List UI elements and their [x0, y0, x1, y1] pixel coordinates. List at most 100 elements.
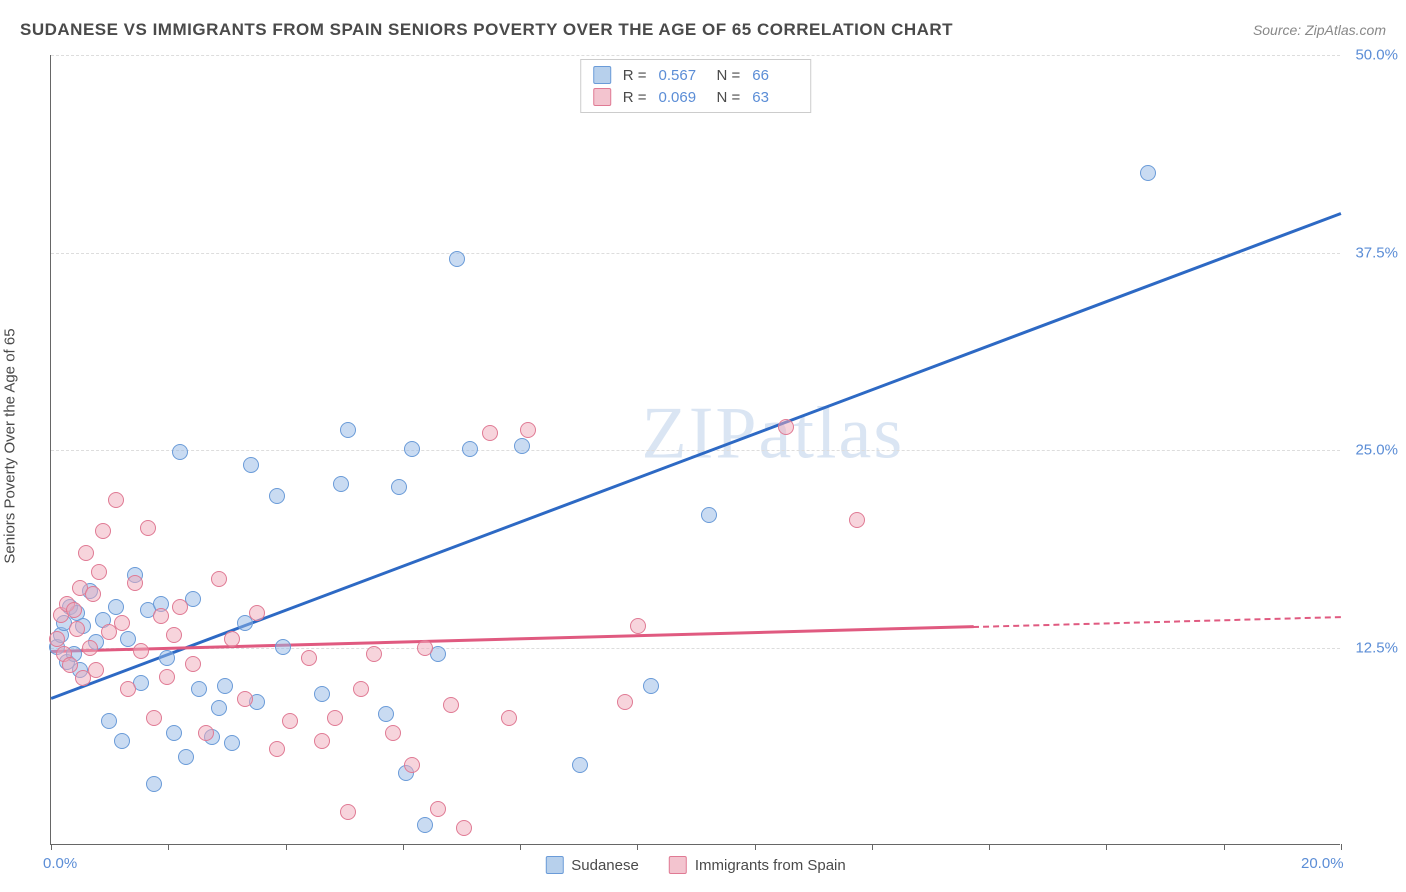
legend-label: Sudanese [571, 857, 639, 874]
legend-item: Immigrants from Spain [669, 856, 846, 874]
data-point [62, 657, 78, 673]
data-point [443, 697, 459, 713]
data-point [378, 706, 394, 722]
data-point [630, 618, 646, 634]
r-value: 0.567 [659, 67, 705, 84]
data-point [275, 639, 291, 655]
data-point [127, 575, 143, 591]
data-point [108, 599, 124, 615]
x-tick-mark [872, 844, 873, 850]
data-point [217, 678, 233, 694]
gridline [51, 55, 1340, 56]
data-point [849, 512, 865, 528]
gridline [51, 450, 1340, 451]
data-point [301, 650, 317, 666]
data-point [482, 425, 498, 441]
data-point [340, 422, 356, 438]
data-point [224, 631, 240, 647]
data-point [146, 776, 162, 792]
watermark: ZIPatlas [642, 391, 905, 476]
data-point [778, 419, 794, 435]
n-label: N = [717, 89, 741, 106]
n-value: 63 [752, 89, 798, 106]
x-tick-mark [168, 844, 169, 850]
scatter-chart: ZIPatlas R =0.567N =66R =0.069N =63 Suda… [50, 55, 1340, 845]
x-tick-mark [755, 844, 756, 850]
x-tick-mark [989, 844, 990, 850]
legend-row: R =0.069N =63 [593, 86, 799, 108]
y-tick-label: 12.5% [1355, 639, 1398, 656]
data-point [108, 492, 124, 508]
data-point [391, 479, 407, 495]
data-point [269, 741, 285, 757]
x-tick-mark [1341, 844, 1342, 850]
data-point [120, 631, 136, 647]
data-point [69, 621, 85, 637]
legend-row: R = 0.567 N = 66 [593, 64, 799, 86]
data-point [78, 545, 94, 561]
y-tick-label: 50.0% [1355, 47, 1398, 64]
data-point [430, 801, 446, 817]
y-tick-label: 25.0% [1355, 442, 1398, 459]
x-tick-label: 0.0% [43, 855, 77, 872]
data-point [172, 599, 188, 615]
legend-swatch [593, 88, 611, 106]
data-point [333, 476, 349, 492]
data-point [237, 691, 253, 707]
data-point [514, 438, 530, 454]
data-point [314, 733, 330, 749]
data-point [520, 422, 536, 438]
data-point [101, 713, 117, 729]
data-point [88, 662, 104, 678]
data-point [114, 615, 130, 631]
data-point [456, 820, 472, 836]
data-point [166, 725, 182, 741]
data-point [1140, 165, 1156, 181]
r-label: R = [623, 89, 647, 106]
series-legend: Sudanese Immigrants from Spain [545, 856, 845, 874]
data-point [366, 646, 382, 662]
trend-line-dashed [973, 616, 1341, 628]
chart-title: SUDANESE VS IMMIGRANTS FROM SPAIN SENIOR… [20, 20, 953, 40]
data-point [159, 650, 175, 666]
legend-swatch [545, 856, 563, 874]
data-point [417, 640, 433, 656]
data-point [617, 694, 633, 710]
data-point [282, 713, 298, 729]
gridline [51, 648, 1340, 649]
x-tick-label: 20.0% [1301, 855, 1344, 872]
data-point [153, 608, 169, 624]
data-point [85, 586, 101, 602]
n-value: 66 [752, 67, 798, 84]
data-point [95, 523, 111, 539]
data-point [314, 686, 330, 702]
data-point [243, 457, 259, 473]
gridline [51, 253, 1340, 254]
data-point [701, 507, 717, 523]
data-point [66, 602, 82, 618]
data-point [417, 817, 433, 833]
data-point [353, 681, 369, 697]
data-point [178, 749, 194, 765]
data-point [172, 444, 188, 460]
data-point [327, 710, 343, 726]
x-tick-mark [1106, 844, 1107, 850]
r-label: R = [623, 67, 647, 84]
y-tick-label: 37.5% [1355, 244, 1398, 261]
data-point [211, 571, 227, 587]
data-point [211, 700, 227, 716]
data-point [501, 710, 517, 726]
legend-swatch [593, 66, 611, 84]
data-point [114, 733, 130, 749]
data-point [385, 725, 401, 741]
n-label: N = [717, 67, 741, 84]
data-point [146, 710, 162, 726]
data-point [133, 643, 149, 659]
legend-item: Sudanese [545, 856, 639, 874]
data-point [404, 757, 420, 773]
correlation-legend: R =0.567N =66R =0.069N =63 [580, 59, 812, 113]
data-point [159, 669, 175, 685]
data-point [120, 681, 136, 697]
x-tick-mark [637, 844, 638, 850]
x-tick-mark [1224, 844, 1225, 850]
